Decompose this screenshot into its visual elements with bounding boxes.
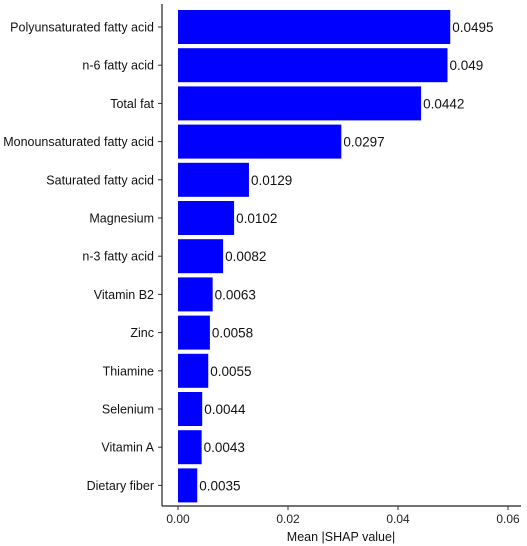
value-label: 0.0297 [343,135,384,150]
value-label: 0.0495 [452,20,493,35]
category-label: Dietary fiber [87,479,154,493]
bar [178,86,422,121]
x-tick-label: 0.04 [386,512,410,526]
bar [178,239,224,274]
x-tick-label: 0.02 [276,512,300,526]
bar [178,48,448,83]
bar [178,353,209,388]
value-label: 0.0082 [225,249,266,264]
category-label: Total fat [110,97,154,111]
bar [178,430,202,465]
axes-layer: 0.00 0.02 0.04 0.06 [158,4,521,526]
category-label: n-3 fatty acid [82,250,154,264]
category-labels-layer: Polyunsaturated fatty acid n-6 fatty acid… [3,21,154,493]
category-label: Polyunsaturated fatty acid [10,21,154,35]
bar [178,468,198,503]
bar [178,315,210,350]
category-label: Vitamin A [101,441,154,455]
value-label: 0.049 [450,58,484,73]
value-labels-layer: 0.0495 0.049 0.0442 0.0297 0.0129 0.0102 0.008… [199,20,493,493]
x-tick-label: 0.00 [166,512,190,526]
bar [178,162,249,197]
category-label: Monounsaturated fatty acid [3,135,154,149]
bar [178,201,235,235]
category-label: Zinc [130,326,154,340]
bar [178,10,451,44]
category-label: Vitamin B2 [94,288,154,302]
bar [178,277,213,312]
value-label: 0.0058 [212,326,253,341]
value-label: 0.0043 [204,440,245,455]
category-label: n-6 fatty acid [82,59,154,73]
value-label: 0.0129 [251,173,292,188]
category-label: Thiamine [103,364,154,378]
category-label: Selenium [102,403,154,417]
x-axis-title: Mean |SHAP value| [287,530,395,544]
bar [178,124,342,159]
value-label: 0.0442 [423,96,464,111]
value-label: 0.0063 [215,287,256,302]
category-label: Saturated fatty acid [46,173,154,187]
value-label: 0.0035 [199,478,240,493]
bars-layer [178,10,451,503]
bar [178,392,203,426]
category-label: Magnesium [89,212,154,226]
value-label: 0.0044 [204,402,246,417]
value-label: 0.0055 [210,364,251,379]
x-tick-label: 0.06 [496,512,520,526]
value-label: 0.0102 [236,211,277,226]
